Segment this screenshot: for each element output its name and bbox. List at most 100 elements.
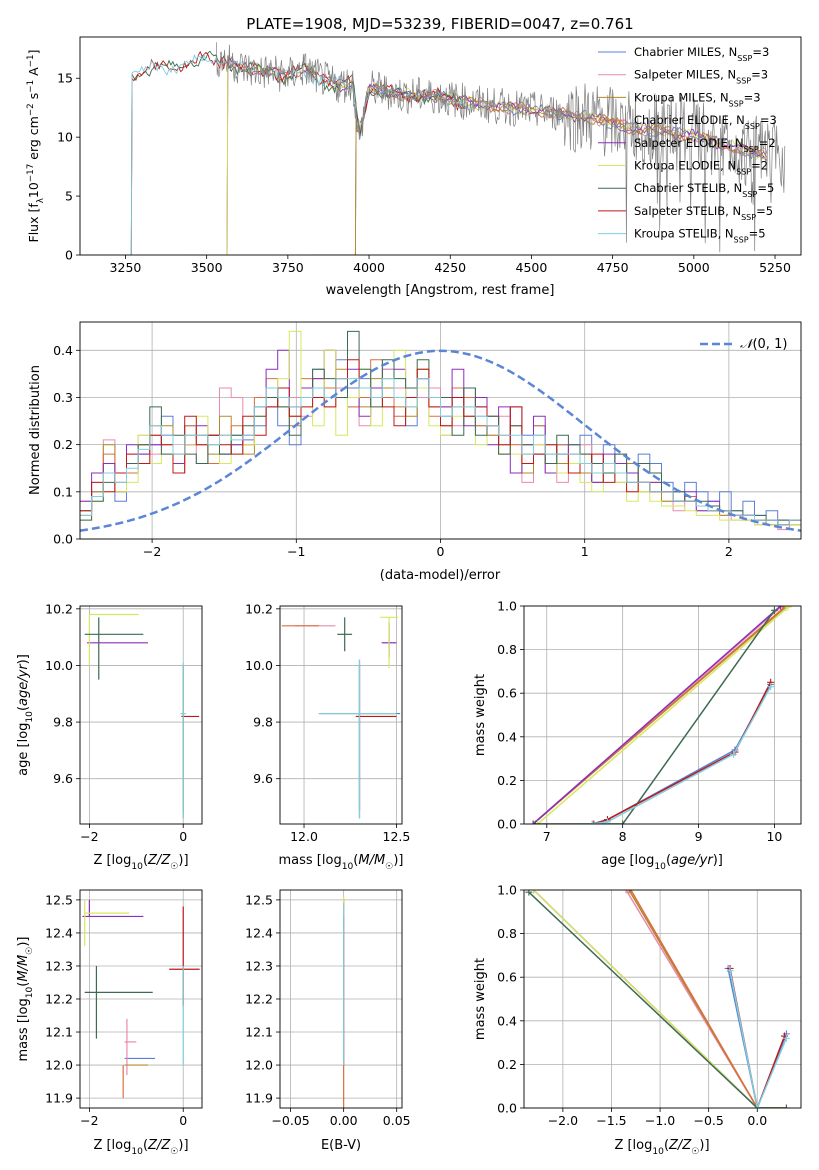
x-tick-label: 5000 <box>678 260 710 275</box>
axes-frame <box>523 889 802 1109</box>
x-axis-label-part: )] <box>178 853 188 868</box>
y-tick-label: 0.2 <box>53 437 73 452</box>
y-axis-label-part: −2 <box>26 103 36 116</box>
cumulative-marker <box>753 1104 761 1108</box>
x-axis-label-part: Z/Z <box>147 853 171 868</box>
x-tick-label: 0.05 <box>383 1113 411 1128</box>
cumulative-marker <box>726 967 734 975</box>
y-tick-label: 12.3 <box>245 958 273 973</box>
x-axis-label-part: 10 <box>342 862 354 872</box>
y-axis-label-part: )] <box>16 937 31 947</box>
y-tick-label: 12.5 <box>245 892 273 907</box>
x-tick-label: 0 <box>179 829 187 844</box>
cumulative-line <box>592 686 772 824</box>
y-axis-label-part: ( <box>16 706 31 711</box>
legend-label: Chabrier ELODIE, NSSP=3 <box>634 113 777 131</box>
cumulative-marker <box>588 820 596 824</box>
figure-title: PLATE=1908, MJD=53239, FIBERID=0047, z=0… <box>246 15 633 33</box>
x-axis-label-part: ☉ <box>691 1147 699 1157</box>
legend-label-part: =3 <box>751 68 768 82</box>
y-axis-label-part: 10 <box>26 182 41 198</box>
x-axis-label: mass [log10(M/M☉)] <box>279 853 404 872</box>
cumulative-marker <box>590 820 598 824</box>
histogram-step-line <box>80 378 801 526</box>
y-tick-label: 10 <box>57 130 73 145</box>
x-tick-label: 3750 <box>272 260 304 275</box>
y-axis-label-part: )] <box>16 654 31 664</box>
x-tick-label: −2 <box>80 829 98 844</box>
legend-label-part: SSP <box>745 122 760 131</box>
x-tick-label: 12.0 <box>290 829 318 844</box>
cumulative-line <box>532 606 781 824</box>
axes-frame <box>523 605 802 825</box>
cumulative-marker <box>782 1034 790 1042</box>
x-axis-label-part: Z/Z <box>668 1138 692 1153</box>
legend-label-part: =5 <box>756 204 773 218</box>
x-axis-label-part: ( <box>666 853 671 868</box>
axes-frame <box>79 889 203 1109</box>
y-tick-label: 0.8 <box>497 926 517 941</box>
y-axis-label-part: age [log <box>16 723 31 776</box>
legend-label: 𝒩(0, 1) <box>740 337 787 352</box>
axes-frame <box>279 889 403 1109</box>
y-axis-label-part: −17 <box>26 164 36 182</box>
y-tick-label: 5 <box>65 189 73 204</box>
x-axis-label-part: )] <box>178 1138 188 1153</box>
legend-label: Salpeter STELIB, NSSP=5 <box>634 204 773 222</box>
histogram-step-line <box>80 330 801 521</box>
cumulative-marker <box>530 890 538 894</box>
y-axis-label-part: −1 <box>26 54 36 67</box>
legend-label-part: Salpeter STELIB, N <box>634 204 741 218</box>
axes-frame <box>79 36 802 256</box>
x-tick-label: −2 <box>80 1113 98 1128</box>
plot-area <box>529 606 792 824</box>
y-axis-label: Normed distribution <box>28 365 43 495</box>
legend-label: Salpeter MILES, NSSP=3 <box>634 68 768 86</box>
x-axis-label-part: ( <box>353 853 358 868</box>
y-tick-label: 0.0 <box>497 817 517 832</box>
cumulative-line <box>533 890 787 1108</box>
legend-label-part: =5 <box>749 227 766 241</box>
cumulative-line <box>630 890 758 1108</box>
x-tick-label: 5250 <box>759 260 791 275</box>
y-tick-label: 0.3 <box>53 390 73 405</box>
cumulative-marker <box>603 818 611 824</box>
cumulative-marker <box>784 606 792 611</box>
axes-frame <box>79 321 802 540</box>
cumulative-line <box>593 681 772 824</box>
x-axis-label-part: 10 <box>652 1147 664 1157</box>
x-tick-label: 0.00 <box>330 1113 358 1128</box>
legend-label-part: =2 <box>759 136 776 150</box>
x-tick-label: 7 <box>543 829 551 844</box>
x-tick-label: 3500 <box>191 260 223 275</box>
cumulative-marker <box>782 1104 790 1108</box>
y-tick-label: 0.0 <box>497 1101 517 1116</box>
x-tick-label: −0.5 <box>693 1113 723 1128</box>
legend-label-part: Chabrier STELIB, N <box>634 181 742 195</box>
legend-label: Kroupa MILES, NSSP=3 <box>634 90 761 108</box>
x-tick-label: 3250 <box>110 260 142 275</box>
legend-label: Salpeter ELODIE, NSSP=2 <box>634 136 776 154</box>
axes-frame <box>279 605 403 825</box>
x-tick-label: 0 <box>179 1113 187 1128</box>
legend-label-part: Salpeter ELODIE, N <box>634 136 744 150</box>
y-tick-label: 12.1 <box>45 1025 73 1040</box>
legend-label: Chabrier MILES, NSSP=3 <box>634 45 769 63</box>
legend-label-part: (0, 1) <box>752 337 787 352</box>
x-tick-label: −1 <box>287 544 305 559</box>
x-axis-label: E(B-V) <box>321 1138 361 1153</box>
cumulative-line <box>528 891 787 1108</box>
cumulative-line <box>729 970 788 1108</box>
x-axis-label: Z [log10(Z/Z☉)] <box>614 1138 709 1157</box>
y-tick-label: 0.2 <box>497 1057 517 1072</box>
y-tick-label: 0 <box>65 248 73 263</box>
x-tick-label: 4750 <box>597 260 629 275</box>
y-tick-label: 12.4 <box>245 925 273 940</box>
y-tick-label: 10.2 <box>45 601 73 616</box>
y-axis-label-part: s <box>26 93 41 104</box>
legend-label: Chabrier STELIB, NSSP=5 <box>634 181 774 199</box>
y-tick-label: 12.5 <box>45 892 73 907</box>
x-axis-label-part: ( <box>143 1138 148 1153</box>
plot-area <box>80 330 801 532</box>
